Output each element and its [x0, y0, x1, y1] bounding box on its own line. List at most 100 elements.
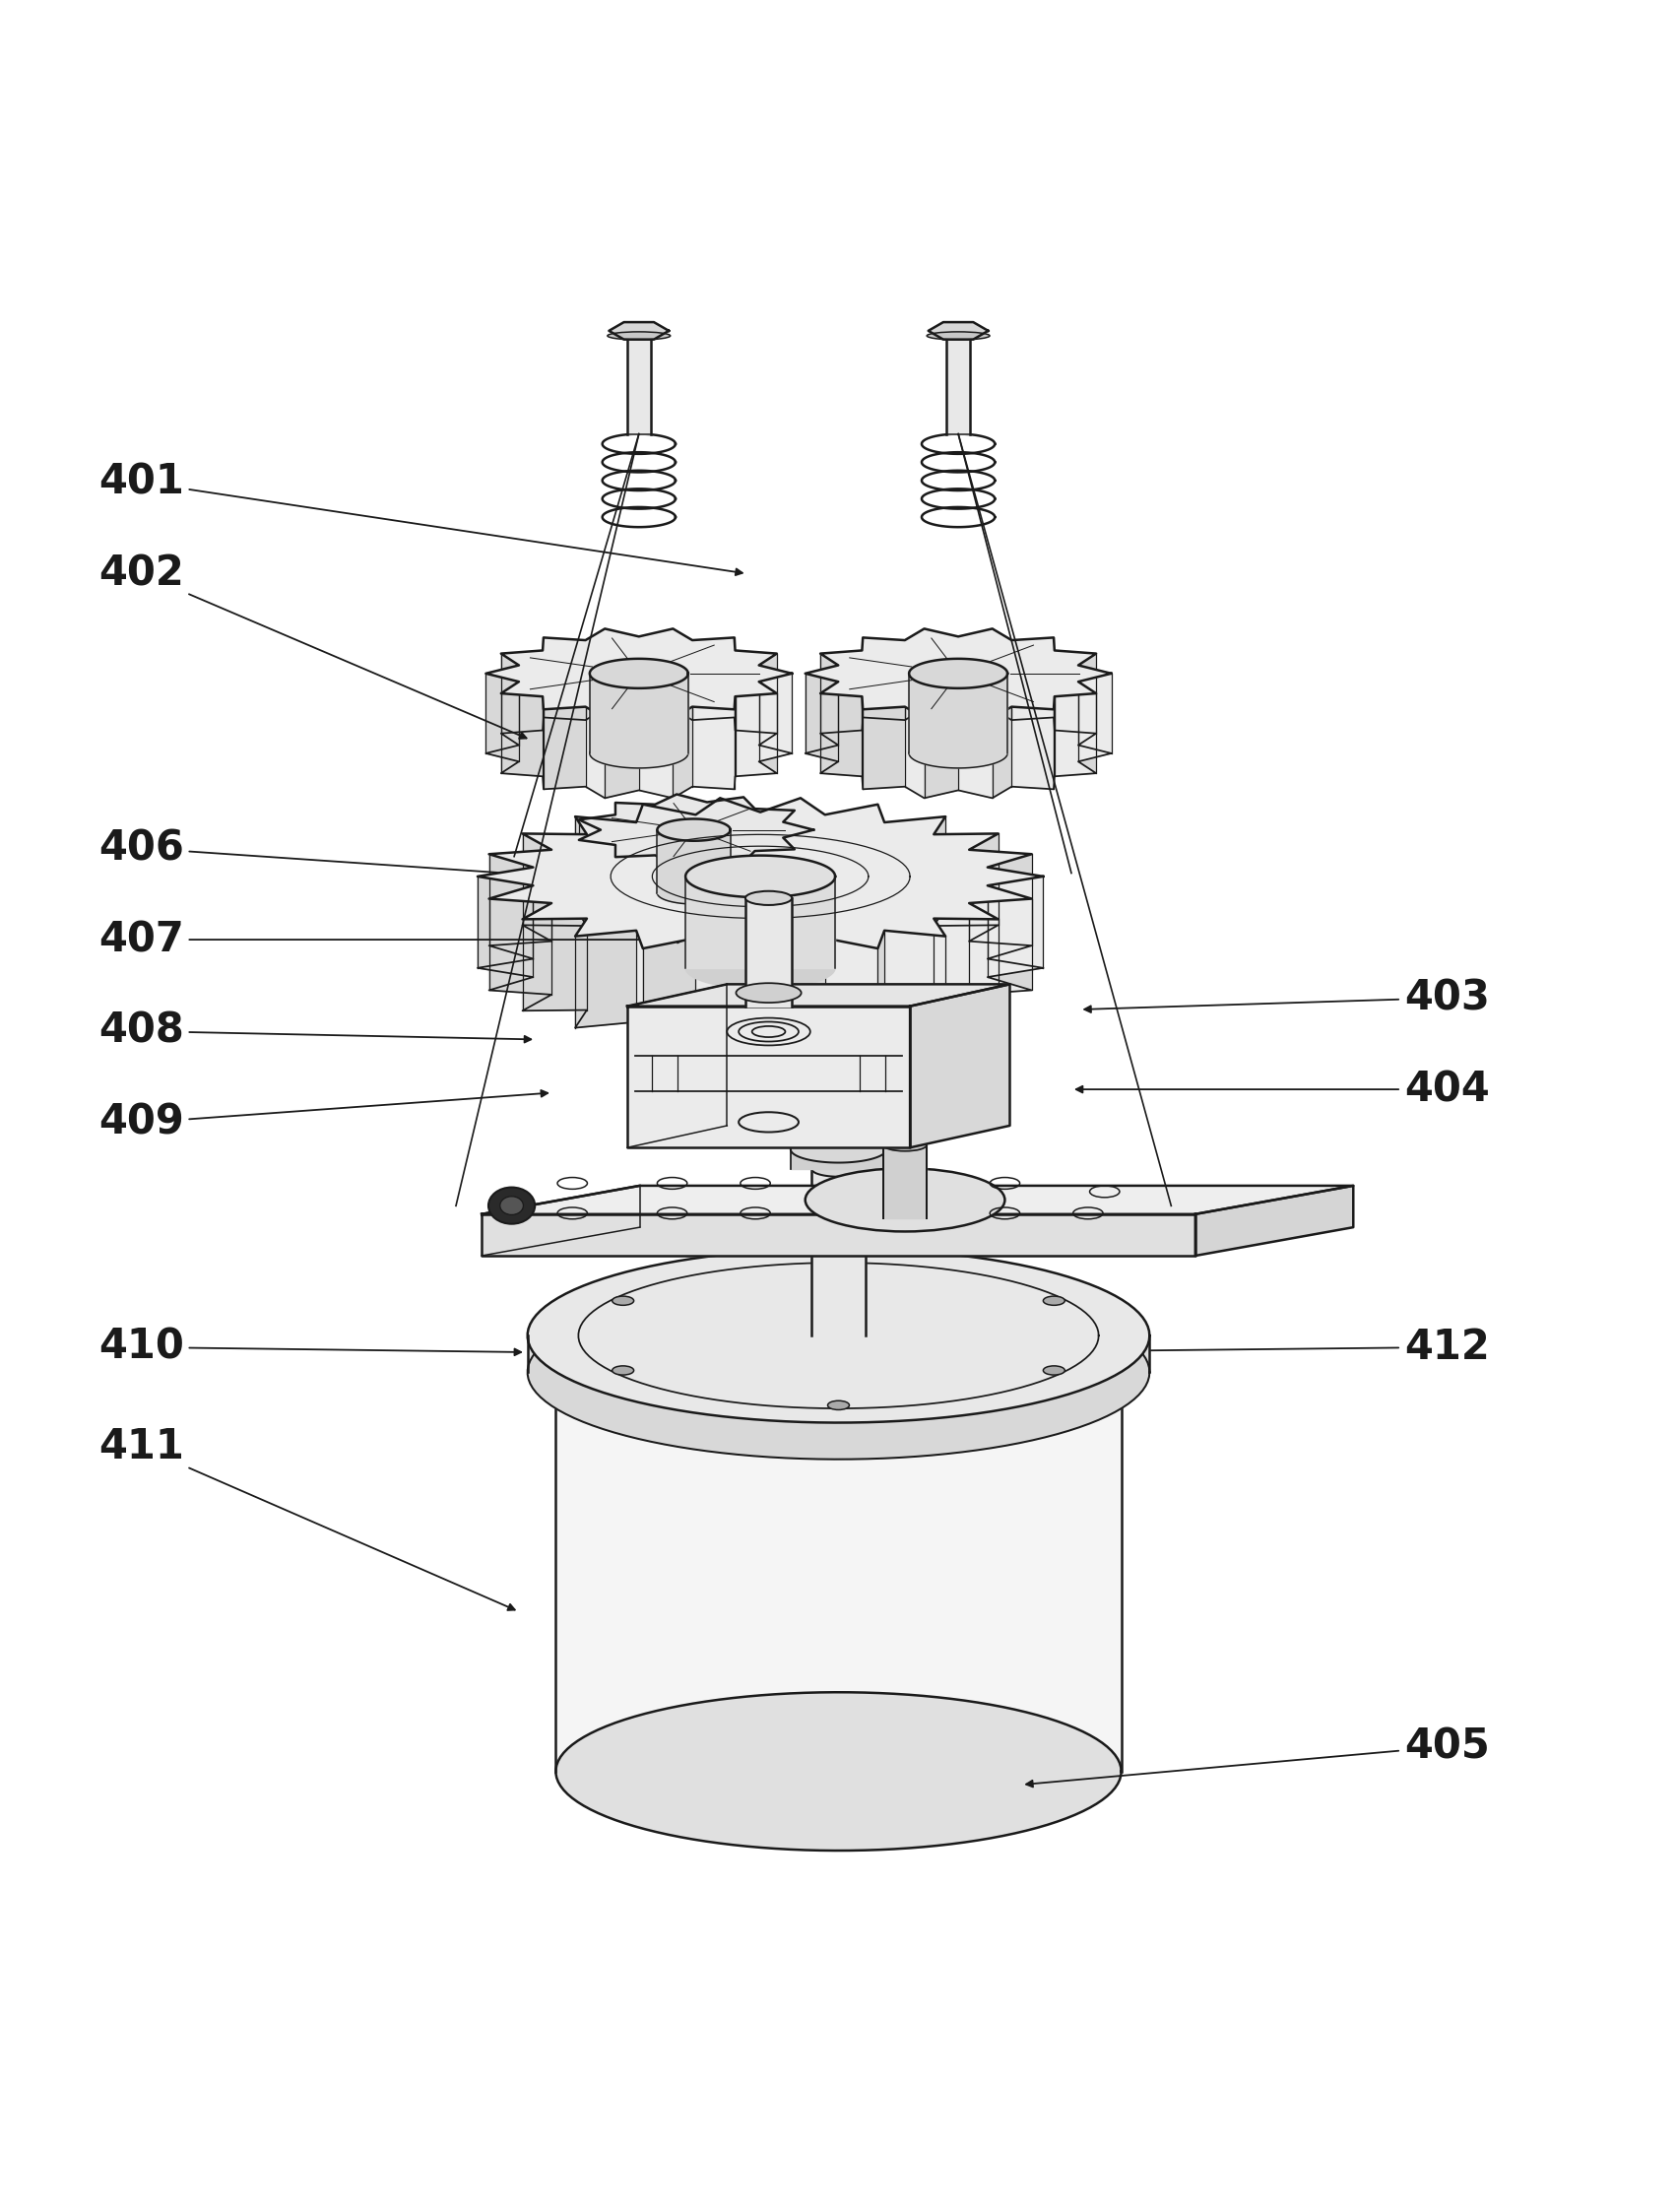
Polygon shape [760, 672, 792, 761]
Polygon shape [639, 710, 672, 799]
Polygon shape [783, 823, 813, 894]
Polygon shape [1196, 1186, 1353, 1256]
Polygon shape [988, 854, 1031, 958]
Polygon shape [696, 799, 719, 907]
Polygon shape [969, 902, 998, 1011]
Ellipse shape [884, 1139, 927, 1150]
Polygon shape [929, 323, 988, 338]
Polygon shape [783, 810, 795, 885]
Polygon shape [642, 938, 696, 1040]
Polygon shape [486, 628, 792, 719]
Polygon shape [639, 628, 672, 717]
Polygon shape [760, 653, 776, 745]
Polygon shape [579, 794, 813, 865]
Polygon shape [760, 681, 776, 774]
Text: 403: 403 [1085, 978, 1489, 1018]
Ellipse shape [488, 1188, 535, 1223]
Polygon shape [1055, 650, 1097, 734]
Polygon shape [693, 637, 735, 721]
Polygon shape [993, 628, 1011, 721]
Polygon shape [820, 653, 838, 745]
Polygon shape [958, 710, 993, 799]
Polygon shape [615, 803, 656, 867]
Polygon shape [790, 1135, 887, 1164]
Polygon shape [988, 885, 1031, 991]
Polygon shape [543, 708, 585, 790]
Polygon shape [579, 830, 600, 902]
Polygon shape [800, 799, 825, 907]
Polygon shape [672, 708, 693, 799]
Polygon shape [719, 940, 760, 1046]
Polygon shape [555, 1294, 1122, 1451]
Text: 412: 412 [996, 1327, 1489, 1367]
Ellipse shape [828, 1261, 849, 1270]
Polygon shape [590, 659, 688, 688]
Polygon shape [934, 918, 998, 1011]
Ellipse shape [743, 1011, 776, 1020]
Polygon shape [909, 672, 1008, 754]
Polygon shape [755, 849, 795, 914]
Polygon shape [884, 1146, 927, 1219]
Polygon shape [490, 849, 552, 945]
Ellipse shape [612, 1365, 634, 1376]
Ellipse shape [607, 332, 671, 341]
Text: 411: 411 [99, 1427, 515, 1610]
Polygon shape [585, 708, 605, 799]
Polygon shape [969, 849, 1031, 945]
Polygon shape [543, 637, 585, 721]
Polygon shape [735, 692, 776, 776]
Polygon shape [501, 653, 518, 745]
Polygon shape [657, 818, 731, 841]
Polygon shape [585, 628, 605, 721]
Polygon shape [579, 814, 615, 883]
Polygon shape [575, 931, 636, 1029]
Polygon shape [800, 938, 825, 1046]
Text: 401: 401 [99, 462, 743, 575]
Polygon shape [523, 834, 552, 942]
Polygon shape [805, 672, 838, 761]
Polygon shape [656, 856, 678, 929]
Polygon shape [1078, 681, 1097, 774]
Polygon shape [481, 1214, 1196, 1256]
Ellipse shape [745, 891, 792, 905]
Text: 402: 402 [99, 553, 527, 739]
Polygon shape [696, 938, 719, 1046]
Polygon shape [743, 969, 776, 1015]
Polygon shape [523, 902, 552, 1011]
Text: 410: 410 [99, 1327, 522, 1367]
Polygon shape [708, 858, 743, 927]
Polygon shape [579, 858, 813, 929]
Polygon shape [909, 739, 1008, 768]
Polygon shape [627, 1006, 911, 1148]
Ellipse shape [1043, 1296, 1065, 1305]
Polygon shape [805, 628, 1112, 719]
Polygon shape [486, 708, 792, 799]
Polygon shape [490, 898, 552, 995]
Polygon shape [909, 659, 1008, 688]
Polygon shape [934, 816, 946, 927]
Polygon shape [783, 838, 795, 914]
Polygon shape [760, 940, 800, 1046]
Polygon shape [523, 918, 587, 1011]
Polygon shape [988, 876, 1043, 978]
Polygon shape [805, 666, 838, 754]
Polygon shape [877, 931, 884, 1040]
Polygon shape [790, 1150, 887, 1170]
Polygon shape [755, 810, 795, 874]
Polygon shape [686, 876, 835, 969]
Polygon shape [481, 1186, 1353, 1214]
Polygon shape [1078, 666, 1112, 754]
Ellipse shape [927, 332, 989, 341]
Polygon shape [1011, 637, 1053, 721]
Polygon shape [523, 834, 587, 927]
Polygon shape [946, 332, 969, 434]
Polygon shape [745, 898, 792, 1006]
Polygon shape [760, 666, 792, 754]
Polygon shape [678, 794, 708, 865]
Polygon shape [911, 984, 1010, 1148]
Polygon shape [528, 1248, 1149, 1422]
Polygon shape [575, 816, 636, 914]
Polygon shape [478, 889, 1043, 1046]
Ellipse shape [805, 1168, 1005, 1232]
Text: 404: 404 [1077, 1068, 1489, 1110]
